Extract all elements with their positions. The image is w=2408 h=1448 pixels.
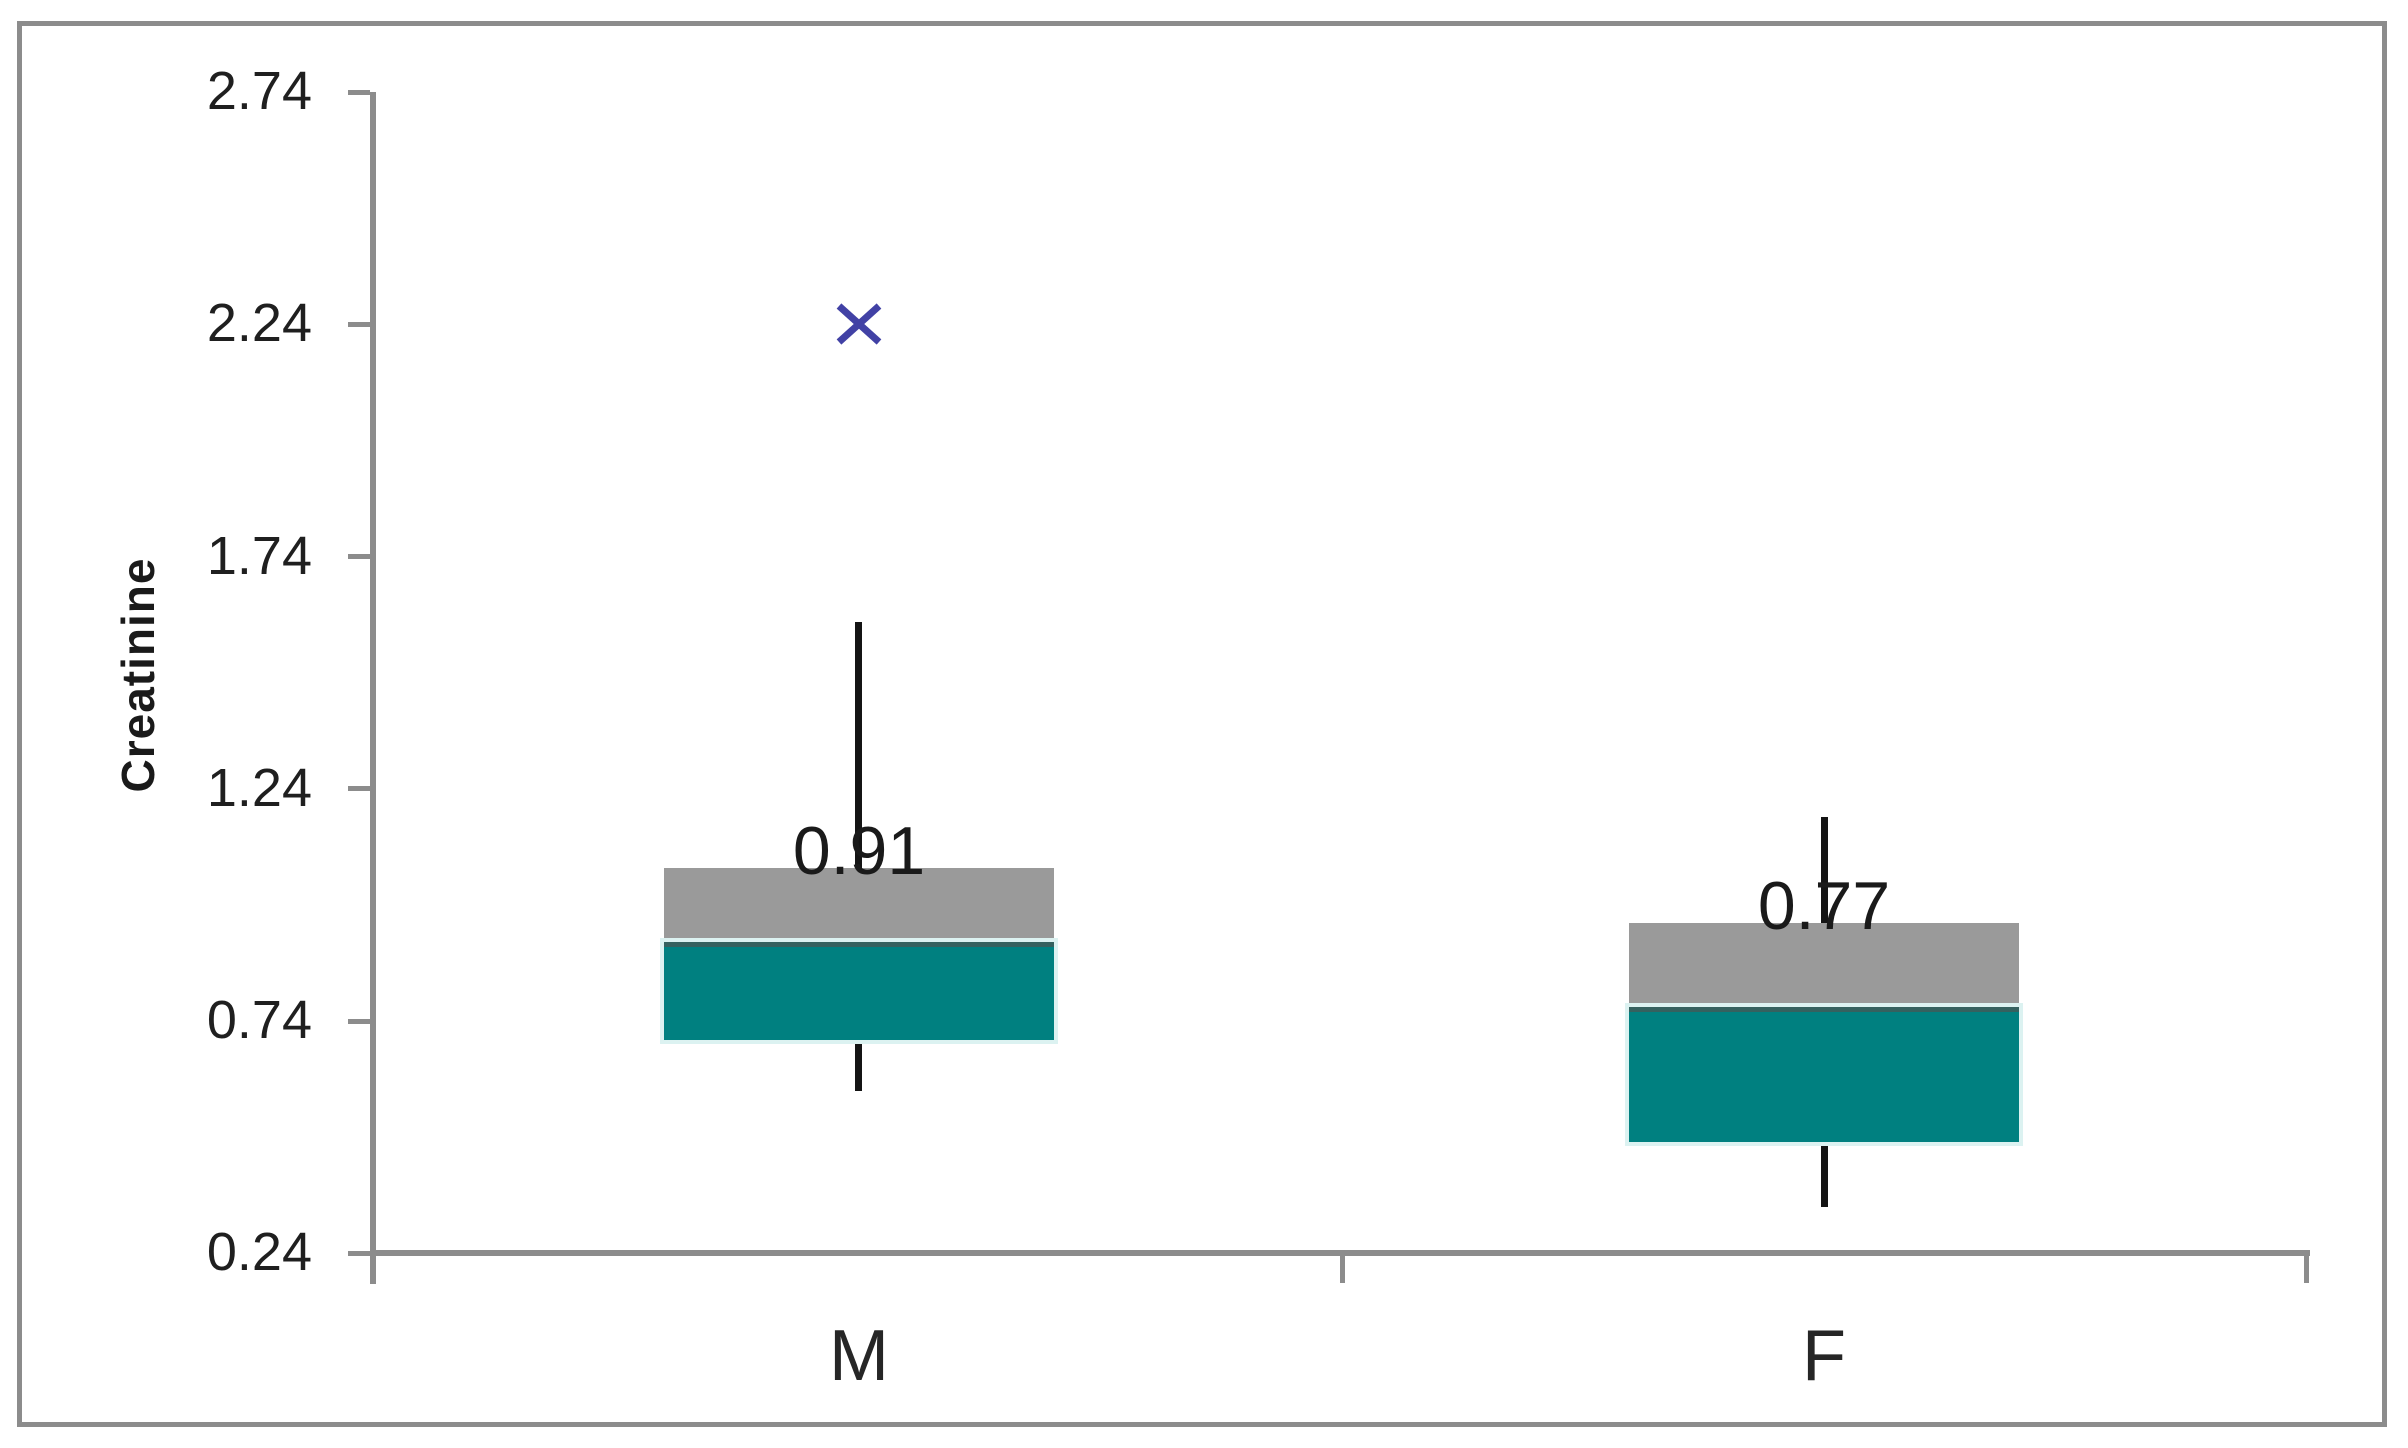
y-axis-tick [348, 786, 370, 791]
chart-border-frame [17, 21, 2387, 1427]
whisker-lower [1821, 1138, 1828, 1207]
y-axis-tick [348, 1019, 370, 1024]
x-axis-tick [1340, 1253, 1345, 1283]
y-tick-label: 2.24 [206, 292, 312, 353]
y-tick-label: 0.24 [206, 1221, 312, 1282]
y-axis-title: Creatinine [112, 557, 164, 793]
box-upper-quartile [1629, 923, 2019, 1007]
y-tick-label: 1.74 [206, 525, 312, 586]
median-value-label: 0.77 [1757, 868, 1891, 944]
box-lower-quartile [660, 938, 1058, 1044]
median-value-label: 0.91 [792, 813, 926, 889]
y-axis-tick [348, 554, 370, 559]
whisker-lower [855, 1036, 862, 1091]
y-tick-label: 1.24 [206, 757, 312, 818]
x-category-label: F [1802, 1316, 1846, 1396]
x-category-label: M [829, 1316, 889, 1396]
y-axis-tick [348, 322, 370, 327]
box-lower-quartile [1625, 1003, 2023, 1146]
y-tick-label: 2.74 [206, 60, 312, 121]
y-axis-line [370, 92, 376, 1284]
whisker-upper [1821, 817, 1828, 929]
y-tick-label: 0.74 [206, 989, 312, 1050]
box-upper-quartile [664, 868, 1054, 942]
y-axis-tick [348, 1251, 370, 1256]
outlier-marker [833, 300, 885, 348]
x-cross-icon [836, 303, 882, 345]
x-axis-tick [2304, 1253, 2309, 1283]
whisker-upper [855, 622, 862, 874]
y-axis-tick [348, 90, 370, 95]
